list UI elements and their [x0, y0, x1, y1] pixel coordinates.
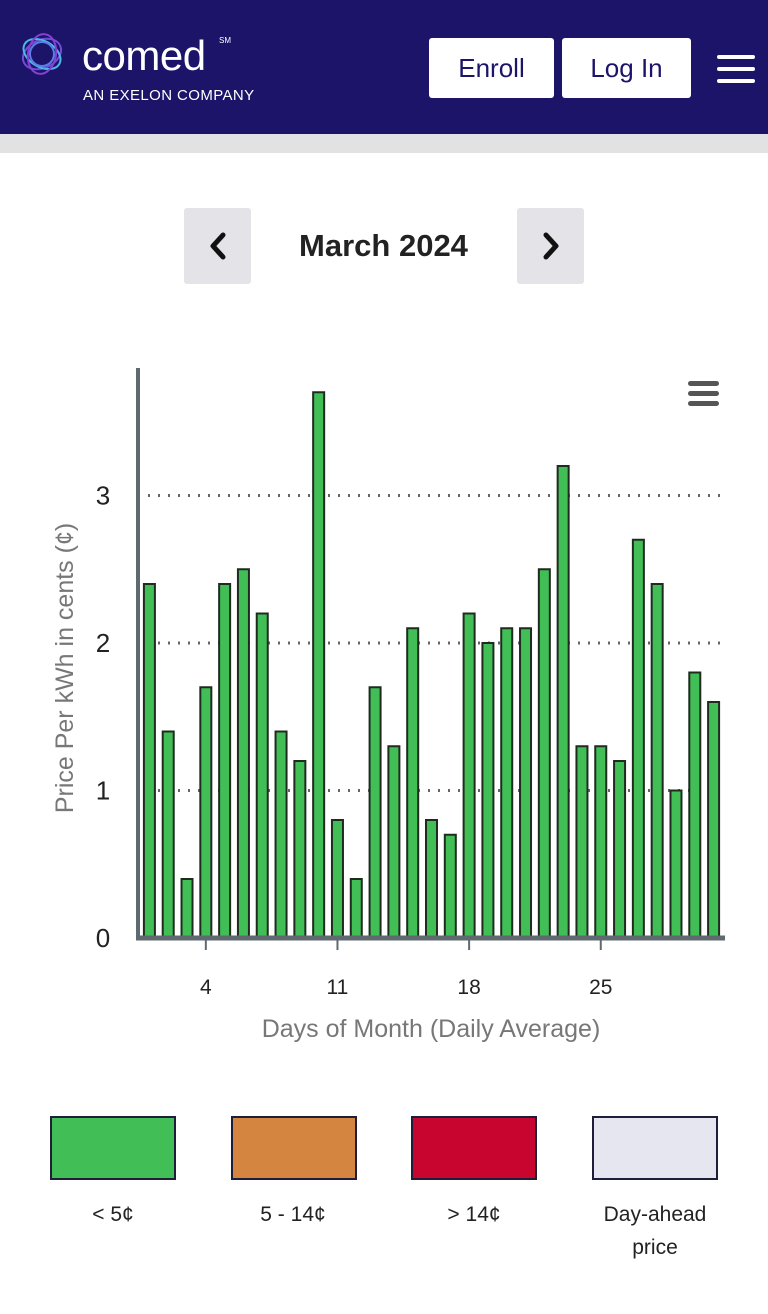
brand-tagline: AN EXELON COMPANY	[83, 87, 255, 104]
bar	[556, 465, 570, 939]
bar	[500, 627, 514, 939]
bar	[368, 686, 382, 939]
y-tick-label: 2	[96, 628, 110, 658]
x-tick-labels: 4 11 18 25	[200, 976, 612, 999]
chart-axes	[136, 368, 725, 950]
y-tick-label: 3	[96, 481, 110, 511]
bar	[255, 612, 269, 939]
bar	[406, 627, 420, 939]
bar	[293, 760, 307, 939]
brand-name[interactable]: comed	[82, 32, 206, 79]
bar	[650, 583, 664, 939]
bar	[218, 583, 232, 939]
bar	[161, 730, 175, 939]
current-month-label: March 2024	[299, 228, 468, 263]
comed-logo-icon[interactable]	[16, 28, 72, 80]
bar	[425, 819, 438, 939]
chart-context-menu-icon[interactable]	[688, 381, 719, 406]
bar	[312, 391, 326, 939]
legend-label-day-ahead: Day-ahead price	[603, 1203, 707, 1259]
bar	[613, 760, 627, 939]
next-month-button[interactable]	[517, 208, 584, 284]
legend-swatch-day-ahead	[592, 1116, 718, 1180]
login-button[interactable]: Log In	[562, 38, 691, 98]
bar	[330, 819, 344, 939]
chart-gridlines	[138, 494, 721, 792]
hamburger-menu-icon[interactable]	[717, 55, 755, 85]
bar	[349, 878, 363, 939]
chevron-right-icon	[543, 232, 558, 260]
y-axis-label: Price Per kWh in cents (¢)	[51, 523, 79, 813]
x-axis-label: Days of Month (Daily Average)	[262, 1015, 601, 1043]
service-mark: SM	[219, 36, 231, 45]
x-tick-label: 4	[200, 976, 212, 999]
y-tick-label: 0	[96, 923, 110, 953]
chevron-left-icon	[210, 232, 225, 260]
bar	[481, 642, 495, 939]
x-tick-label: 25	[589, 976, 612, 999]
bar	[236, 568, 250, 939]
bar	[631, 538, 645, 939]
bar	[462, 612, 476, 939]
x-tick-label: 18	[457, 976, 480, 999]
bar	[519, 627, 533, 939]
legend-swatch-low	[50, 1116, 176, 1180]
bar	[688, 671, 702, 939]
legend-label-low: < 5¢	[92, 1203, 134, 1226]
bar	[274, 730, 288, 939]
bar	[537, 568, 551, 939]
y-tick-label: 1	[96, 776, 110, 806]
legend-swatch-mid	[231, 1116, 357, 1180]
chart-bars	[142, 391, 721, 939]
site-header: comed SM AN EXELON COMPANY Enroll Log In	[0, 0, 768, 134]
bar	[180, 878, 194, 939]
sub-header-bar	[0, 134, 768, 153]
bar	[443, 833, 457, 939]
enroll-button[interactable]: Enroll	[429, 38, 554, 98]
bar	[199, 686, 213, 939]
previous-month-button[interactable]	[184, 208, 251, 284]
y-tick-labels: 0 1 2 3	[96, 481, 110, 954]
bar	[669, 789, 683, 939]
legend-label-high: > 14¢	[447, 1203, 501, 1226]
bar	[575, 745, 589, 939]
bar	[594, 745, 608, 939]
bar	[387, 745, 401, 939]
x-tick-label: 11	[327, 976, 349, 999]
legend-label-mid: 5 - 14¢	[260, 1203, 326, 1226]
legend-swatch-high	[411, 1116, 537, 1180]
bar	[142, 583, 156, 939]
bar	[707, 701, 721, 939]
